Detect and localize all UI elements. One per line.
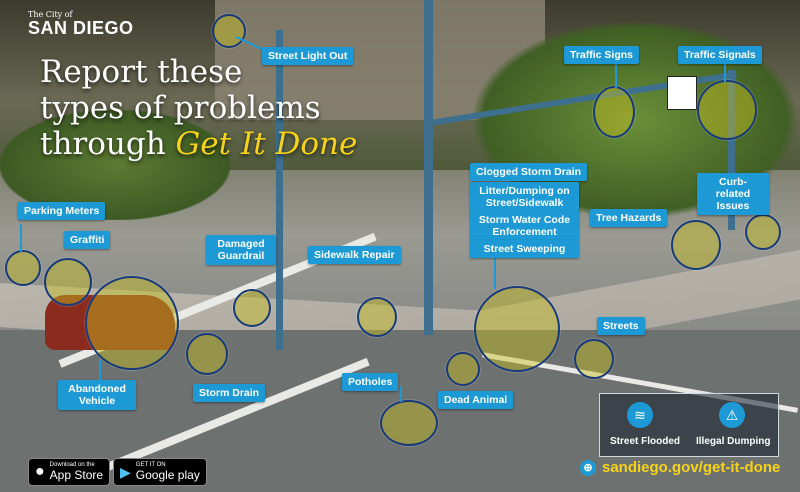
- street-light-circle[interactable]: [212, 14, 246, 48]
- app-store-small: Download on the: [49, 462, 95, 468]
- signal-pole: [424, 0, 433, 335]
- label-sidewalk-repair: Sidewalk Repair: [308, 246, 401, 264]
- app-store-badge[interactable]: ● Download on the App Store: [28, 458, 111, 486]
- parking-meter-circle[interactable]: [5, 250, 41, 286]
- legend-street-flooded: Street Flooded: [610, 436, 681, 447]
- google-play-small: GET IT ON: [135, 462, 166, 468]
- connector-traffic-signals: [724, 62, 726, 82]
- logo-prefix: The City of: [28, 10, 73, 19]
- trees-left: [0, 110, 230, 220]
- headline-line-2: types of problems: [40, 90, 321, 126]
- tree-hazard-circle[interactable]: [671, 220, 721, 270]
- label-damaged-guardrail: Damaged Guardrail: [206, 235, 276, 265]
- connector-abandoned: [99, 360, 101, 380]
- clogged-drain-circle[interactable]: [474, 286, 560, 372]
- label-tree-hazards: Tree Hazards: [590, 209, 668, 227]
- pothole-circle[interactable]: [380, 400, 438, 446]
- label-curb-related: Curb-related Issues: [697, 173, 769, 215]
- headline-line-1: Report these: [40, 54, 243, 90]
- google-play-badge[interactable]: ▶ GET IT ON Google play: [113, 458, 207, 486]
- traffic-signal-circle[interactable]: [697, 80, 757, 140]
- label-parking-meters: Parking Meters: [18, 202, 106, 220]
- legend-box: ≋ Street Flooded ⚠ Illegal Dumping: [599, 393, 779, 457]
- curb-circle[interactable]: [745, 214, 781, 250]
- label-graffiti: Graffiti: [64, 231, 111, 249]
- headline-line-3: through Get It Done: [40, 126, 357, 162]
- traffic-sign-circle[interactable]: [593, 86, 635, 138]
- label-storm-drain: Storm Drain: [193, 384, 266, 402]
- label-dead-animal: Dead Animal: [438, 391, 514, 409]
- graffiti-circle[interactable]: [44, 258, 92, 306]
- headline: Report these types of problems through G…: [40, 54, 357, 162]
- app-store-text: Download on the App Store: [50, 462, 103, 482]
- connector-clogged: [494, 253, 496, 289]
- dead-animal-circle[interactable]: [446, 352, 480, 386]
- google-play-icon: ▶: [120, 463, 131, 480]
- website-link[interactable]: ⊕ sandiego.gov/get-it-done: [580, 459, 780, 476]
- connector-pothole: [400, 386, 402, 402]
- city-logo: The City of SAN DIEGO: [28, 10, 134, 37]
- streets-circle[interactable]: [574, 339, 614, 379]
- legend-illegal-dumping: Illegal Dumping: [696, 436, 771, 447]
- headline-emphasis: Get It Done: [175, 126, 358, 162]
- right-signal-pole: [728, 70, 735, 230]
- label-litter-dumping: Litter/Dumping on Street/Sidewalk: [470, 182, 579, 212]
- app-store-big: App Store: [49, 468, 104, 482]
- label-storm-water: Storm Water Code Enforcement: [470, 211, 579, 241]
- abandoned-vehicle-circle[interactable]: [85, 276, 179, 370]
- connector-traffic-signs: [615, 62, 617, 88]
- connector-parking: [20, 224, 22, 252]
- google-play-big: Google play: [135, 468, 200, 482]
- headline-line-3-prefix: through: [40, 126, 176, 162]
- google-play-text: GET IT ON Google play: [136, 462, 200, 482]
- label-clogged-storm-drain: Clogged Storm Drain: [470, 163, 588, 181]
- label-streets: Streets: [597, 317, 645, 335]
- street-flooded-icon: ≋: [627, 402, 653, 428]
- guardrail-circle[interactable]: [233, 289, 271, 327]
- website-url: sandiego.gov/get-it-done: [602, 459, 781, 476]
- logo-name: SAN DIEGO: [28, 18, 134, 38]
- storm-drain-circle[interactable]: [186, 333, 228, 375]
- label-potholes: Potholes: [342, 373, 399, 391]
- apple-icon: ●: [35, 463, 45, 480]
- sidewalk-repair-circle[interactable]: [357, 297, 397, 337]
- label-street-light-out: Street Light Out: [262, 47, 354, 65]
- label-street-sweeping: Street Sweeping: [470, 240, 579, 258]
- label-abandoned-vehicle: Abandoned Vehicle: [58, 380, 136, 410]
- street-light-pole: [276, 30, 283, 350]
- illegal-dumping-icon: ⚠: [719, 402, 745, 428]
- label-traffic-signals: Traffic Signals: [678, 46, 762, 64]
- one-way-sign: [667, 76, 697, 110]
- globe-icon: ⊕: [580, 459, 596, 476]
- label-traffic-signs: Traffic Signs: [564, 46, 640, 64]
